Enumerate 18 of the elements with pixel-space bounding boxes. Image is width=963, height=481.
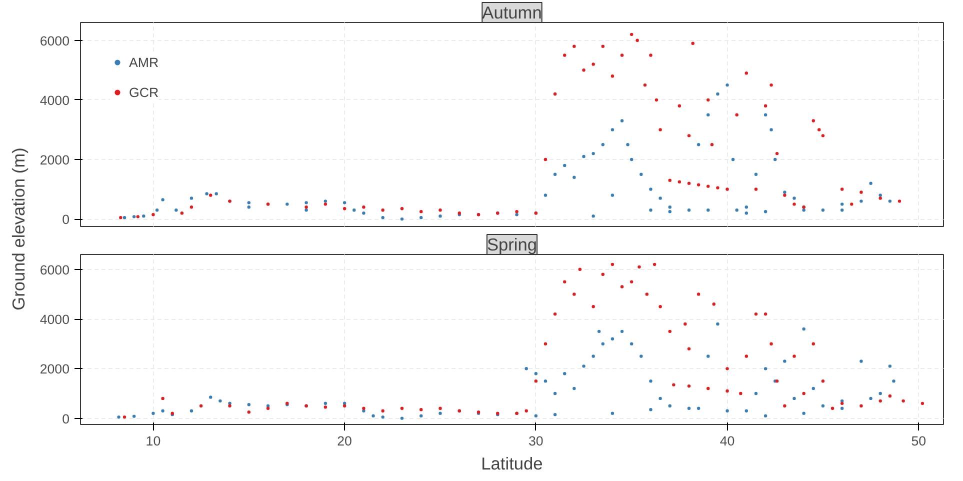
legend-label: AMR <box>129 54 159 70</box>
x-tick-label: 10 <box>146 434 161 448</box>
x-tick-label: 50 <box>911 434 926 448</box>
y-tick-label: 6000 <box>40 33 70 48</box>
x-axis-title: Latitude <box>481 454 543 474</box>
y-tick-label: 0 <box>62 212 70 228</box>
y-tick-label: 0 <box>62 411 70 426</box>
y-tick-label: 4000 <box>40 312 70 328</box>
y-tick-label: 4000 <box>40 92 70 108</box>
y-tick-label: 6000 <box>40 262 70 278</box>
x-tick-label: 20 <box>337 434 352 448</box>
y-tick-label: 2000 <box>40 362 70 377</box>
x-tick-label: 30 <box>528 434 544 448</box>
legend-label: GCR <box>129 84 159 100</box>
x-tick-label: 40 <box>720 434 735 448</box>
y-axis-title: Ground elevation (m) <box>8 148 28 310</box>
y-tick-label: 2000 <box>40 152 70 168</box>
chart-title: Spring <box>486 234 538 254</box>
